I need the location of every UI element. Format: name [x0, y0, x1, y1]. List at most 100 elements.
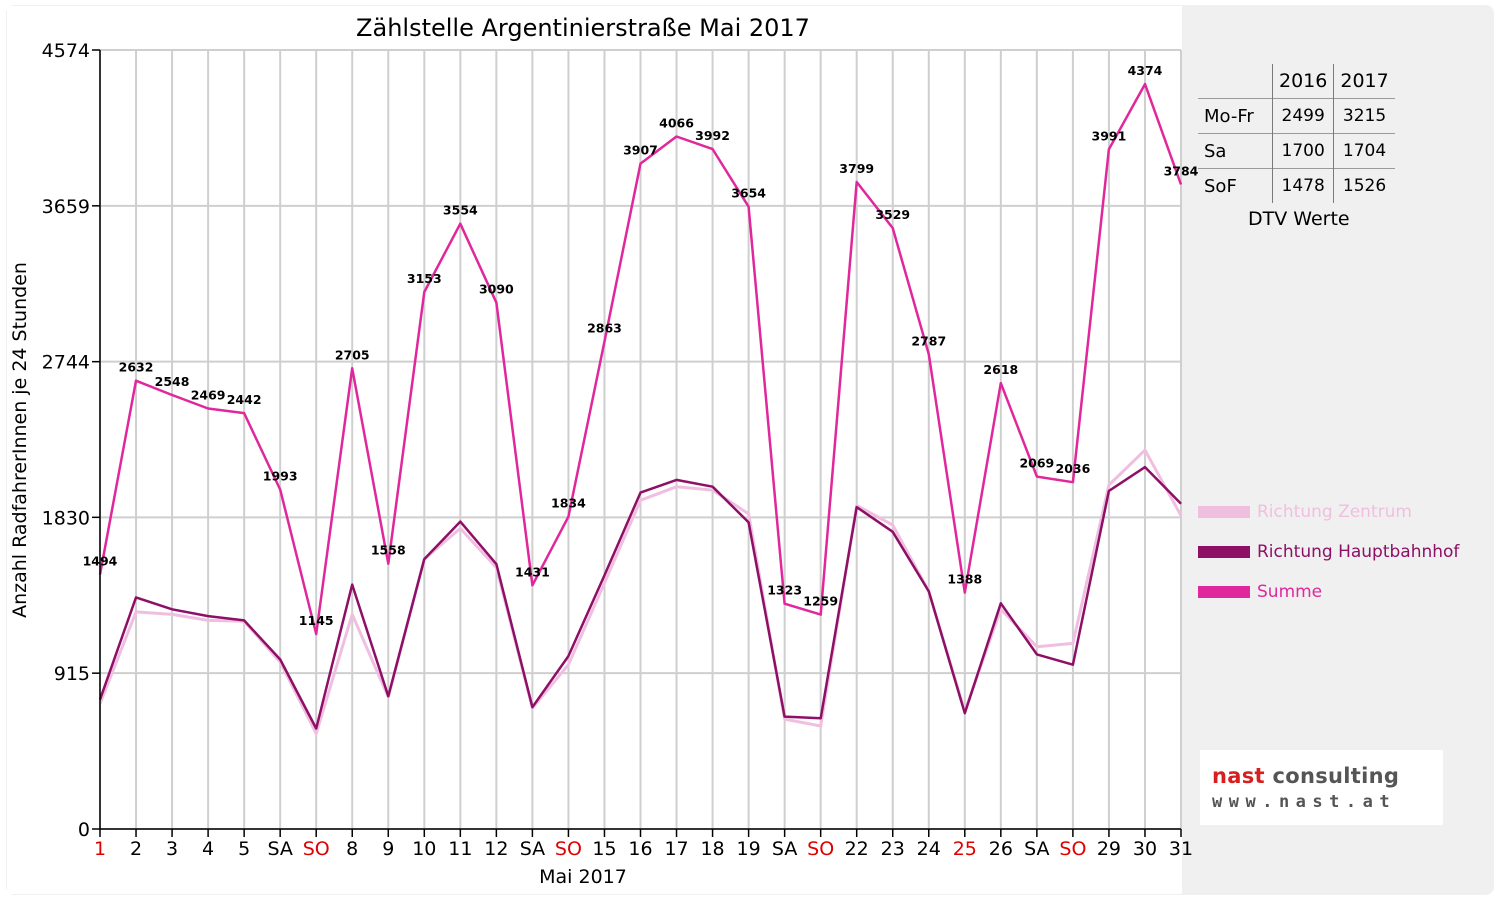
- dtv-value: 1526: [1333, 168, 1395, 203]
- data-label: 2787: [911, 333, 946, 348]
- data-label: 3907: [623, 143, 658, 158]
- data-label: 2069: [1019, 456, 1054, 471]
- x-tick-label: 8: [346, 838, 358, 860]
- data-label: 4374: [1128, 63, 1163, 78]
- dtv-value: 1704: [1333, 133, 1395, 169]
- chart-title: Zählstelle Argentinierstraße Mai 2017: [356, 14, 810, 42]
- series-line-summe: [98, 82, 1183, 636]
- y-tick-label: 3659: [42, 196, 90, 218]
- data-label: 4066: [659, 116, 694, 131]
- legend-swatch: [1198, 506, 1250, 518]
- x-tick-label: 19: [737, 838, 761, 860]
- x-tick-label: 9: [382, 838, 394, 860]
- x-tick-label: 17: [664, 838, 688, 860]
- x-tick-label: 18: [700, 838, 724, 860]
- dtv-row-label: Mo-Fr: [1198, 98, 1273, 134]
- data-label: 1993: [263, 469, 298, 484]
- data-label: 2618: [983, 362, 1018, 377]
- data-label: 3799: [839, 161, 874, 176]
- legend-label: Richtung Hauptbahnhof: [1257, 542, 1460, 562]
- y-tick-label: 4574: [42, 40, 90, 62]
- data-label: 1558: [371, 543, 406, 558]
- x-tick-label: SO: [555, 838, 582, 860]
- x-tick-label: 12: [484, 838, 508, 860]
- data-label: 2548: [155, 374, 190, 389]
- x-tick-label: 3: [166, 838, 178, 860]
- dtv-row-label: Sa: [1198, 133, 1273, 169]
- y-tick-label: 2744: [42, 352, 90, 374]
- dtv-header-2016: 2016: [1271, 64, 1334, 99]
- legend-label: Summe: [1257, 582, 1323, 602]
- data-label: 3153: [407, 271, 442, 286]
- dtv-row-sof: SoF 1478 1526: [1198, 168, 1395, 203]
- x-tick-label: 2: [130, 838, 142, 860]
- data-label: 1834: [551, 496, 586, 511]
- data-label: 3654: [731, 186, 766, 201]
- x-tick-label: SO: [303, 838, 330, 860]
- x-tick-label: SO: [1059, 838, 1086, 860]
- x-tick-label: 16: [628, 838, 652, 860]
- data-label: 1431: [515, 564, 550, 579]
- dtv-table: 2016 2017 Mo-Fr 2499 3215 Sa 1700 1704 S…: [1198, 64, 1412, 203]
- dtv-value: 1700: [1271, 133, 1334, 169]
- data-label: 3784: [1164, 164, 1199, 179]
- x-tick-label: 4: [202, 838, 214, 860]
- x-axis-title: Mai 2017: [539, 866, 627, 888]
- dtv-corner: [1198, 64, 1273, 99]
- x-tick-label: 23: [881, 838, 905, 860]
- x-tick-label: 26: [989, 838, 1013, 860]
- data-label: 3529: [875, 207, 910, 222]
- x-tick-label: 29: [1097, 838, 1121, 860]
- dtv-value: 2499: [1271, 98, 1334, 134]
- x-tick-label: 15: [592, 838, 616, 860]
- plot-background: [7, 6, 1182, 894]
- x-tick-label: SA: [520, 838, 545, 860]
- data-label: 2863: [587, 320, 622, 335]
- data-label: 1494: [83, 554, 118, 569]
- legend-item-zentrum: Richtung Zentrum: [1198, 492, 1459, 532]
- logo-brand: nast: [1212, 764, 1265, 788]
- data-label: 3090: [479, 282, 514, 297]
- x-tick-label: 24: [917, 838, 941, 860]
- company-logo: nast consulting www.nast.at: [1200, 750, 1443, 825]
- data-label: 1388: [947, 572, 982, 587]
- legend-item-summe: Summe: [1198, 572, 1459, 612]
- x-tick-label: SO: [807, 838, 834, 860]
- data-label: 2469: [191, 388, 226, 403]
- dtv-value: 3215: [1333, 98, 1395, 134]
- x-tick-label: 31: [1169, 838, 1193, 860]
- dtv-value: 1478: [1271, 168, 1334, 203]
- x-tick-label: SA: [267, 838, 292, 860]
- data-label: 2705: [335, 347, 370, 362]
- data-label: 3992: [695, 128, 730, 143]
- legend-item-hauptbahnhof: Richtung Hauptbahnhof: [1198, 532, 1459, 572]
- data-label: 1145: [299, 613, 334, 628]
- x-tick-label: 25: [953, 838, 977, 860]
- data-label: 1323: [767, 583, 802, 598]
- dtv-row-label: SoF: [1198, 168, 1273, 203]
- y-tick-label: 0: [78, 819, 90, 841]
- data-label: 3554: [443, 203, 478, 218]
- data-label: 2036: [1056, 461, 1091, 476]
- dtv-caption: DTV Werte: [1248, 208, 1350, 230]
- x-tick-label: 5: [238, 838, 250, 860]
- x-tick-label: 11: [448, 838, 472, 860]
- logo-url: www.nast.at: [1212, 792, 1397, 812]
- y-tick-label: 1830: [42, 507, 90, 529]
- x-tick-label: SA: [1024, 838, 1049, 860]
- legend-swatch: [1198, 586, 1250, 598]
- y-tick-label: 915: [54, 663, 90, 685]
- data-label: 1259: [803, 594, 838, 609]
- legend-label: Richtung Zentrum: [1257, 502, 1412, 522]
- logo-rest: consulting: [1272, 764, 1400, 788]
- legend-swatch: [1198, 546, 1250, 558]
- data-label: 2442: [227, 392, 262, 407]
- x-tick-label: 22: [845, 838, 869, 860]
- dtv-header-2017: 2017: [1333, 64, 1395, 99]
- series-line-hauptbahnhof: [98, 465, 1182, 730]
- x-tick-label: 10: [412, 838, 436, 860]
- dtv-row-mofr: Mo-Fr 2499 3215: [1198, 98, 1395, 134]
- x-tick-label: 1: [94, 838, 106, 860]
- data-label: 2632: [119, 360, 154, 375]
